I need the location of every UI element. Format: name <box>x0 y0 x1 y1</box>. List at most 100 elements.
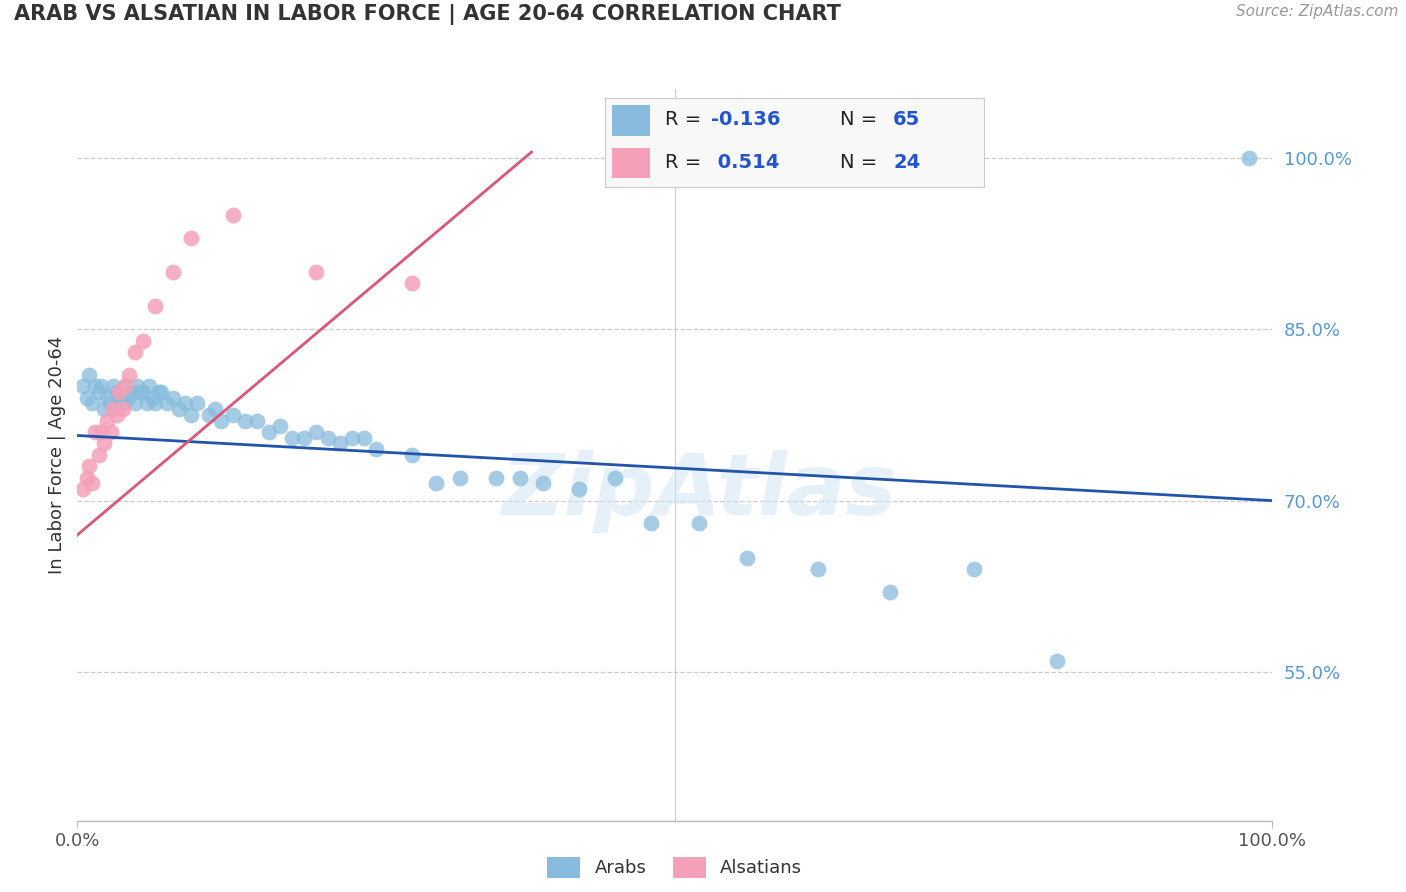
Point <box>80 396 103 410</box>
Point <box>222 408 245 422</box>
Point <box>150 385 173 400</box>
Text: N =: N = <box>839 110 883 129</box>
Point <box>148 385 170 400</box>
Point <box>103 402 124 417</box>
Point <box>156 396 179 410</box>
Point <box>138 379 160 393</box>
Point <box>132 334 155 348</box>
Point <box>246 414 269 428</box>
Point <box>100 425 122 439</box>
Point <box>114 379 136 393</box>
Point <box>305 265 328 279</box>
Point <box>117 391 139 405</box>
Point <box>222 208 245 222</box>
Text: 65: 65 <box>893 110 921 129</box>
Point <box>143 299 166 313</box>
Point <box>162 391 184 405</box>
Point <box>87 448 110 462</box>
Point <box>1046 654 1069 668</box>
Text: R =: R = <box>665 110 707 129</box>
Y-axis label: In Labor Force | Age 20-64: In Labor Force | Age 20-64 <box>48 335 66 574</box>
Point <box>142 391 165 405</box>
Point <box>167 402 190 417</box>
Point <box>72 379 94 393</box>
Point <box>135 396 157 410</box>
Point <box>76 471 98 485</box>
Text: 0.514: 0.514 <box>711 153 779 172</box>
Point <box>605 471 627 485</box>
Point <box>98 396 121 410</box>
Text: R =: R = <box>665 153 707 172</box>
Point <box>292 431 315 445</box>
Point <box>449 471 471 485</box>
Point <box>180 231 202 245</box>
Point <box>233 414 256 428</box>
Point <box>640 516 662 531</box>
Legend: Arabs, Alsatians: Arabs, Alsatians <box>540 849 810 885</box>
Point <box>80 476 103 491</box>
Point <box>568 482 591 496</box>
Point <box>93 402 115 417</box>
Point <box>120 385 142 400</box>
Point <box>174 396 197 410</box>
Point <box>353 431 375 445</box>
Point <box>401 277 423 291</box>
Point <box>879 585 901 599</box>
Point <box>1237 151 1260 165</box>
Point <box>127 379 149 393</box>
Point <box>96 414 118 428</box>
Point <box>963 562 986 576</box>
Point <box>257 425 280 439</box>
Point <box>735 550 758 565</box>
Point <box>79 459 101 474</box>
Point <box>76 391 98 405</box>
Point <box>180 408 202 422</box>
Point <box>84 379 107 393</box>
Point <box>401 448 423 462</box>
Point <box>204 402 226 417</box>
Point <box>366 442 388 457</box>
Point <box>96 391 118 405</box>
Point <box>124 396 146 410</box>
Bar <box>612 105 650 136</box>
Point <box>114 379 136 393</box>
Point <box>425 476 447 491</box>
Point <box>118 368 141 382</box>
Point <box>807 562 830 576</box>
Point <box>270 419 292 434</box>
Point <box>72 482 94 496</box>
Point <box>186 396 208 410</box>
Point <box>318 431 340 445</box>
Point <box>162 265 184 279</box>
Text: 24: 24 <box>893 153 921 172</box>
Point <box>84 425 107 439</box>
Point <box>484 471 508 485</box>
Point <box>342 431 364 445</box>
Point <box>105 408 128 422</box>
Point <box>143 396 166 410</box>
Point <box>104 385 127 400</box>
Point <box>108 391 131 405</box>
Point <box>128 385 150 400</box>
Point <box>132 385 155 400</box>
Point <box>93 436 115 450</box>
Bar <box>612 148 650 178</box>
Point <box>509 471 531 485</box>
Point <box>197 408 219 422</box>
Text: Source: ZipAtlas.com: Source: ZipAtlas.com <box>1236 4 1399 20</box>
Point <box>305 425 328 439</box>
Point <box>111 402 134 417</box>
Point <box>79 368 101 382</box>
Point <box>688 516 710 531</box>
Point <box>533 476 555 491</box>
Point <box>111 396 134 410</box>
Point <box>103 379 124 393</box>
Point <box>281 431 304 445</box>
Point <box>329 436 352 450</box>
Text: -0.136: -0.136 <box>711 110 780 129</box>
Point <box>124 345 146 359</box>
Point <box>87 385 110 400</box>
Text: ZipAtlas: ZipAtlas <box>501 450 897 533</box>
Point <box>209 414 232 428</box>
Text: ARAB VS ALSATIAN IN LABOR FORCE | AGE 20-64 CORRELATION CHART: ARAB VS ALSATIAN IN LABOR FORCE | AGE 20… <box>14 4 841 26</box>
